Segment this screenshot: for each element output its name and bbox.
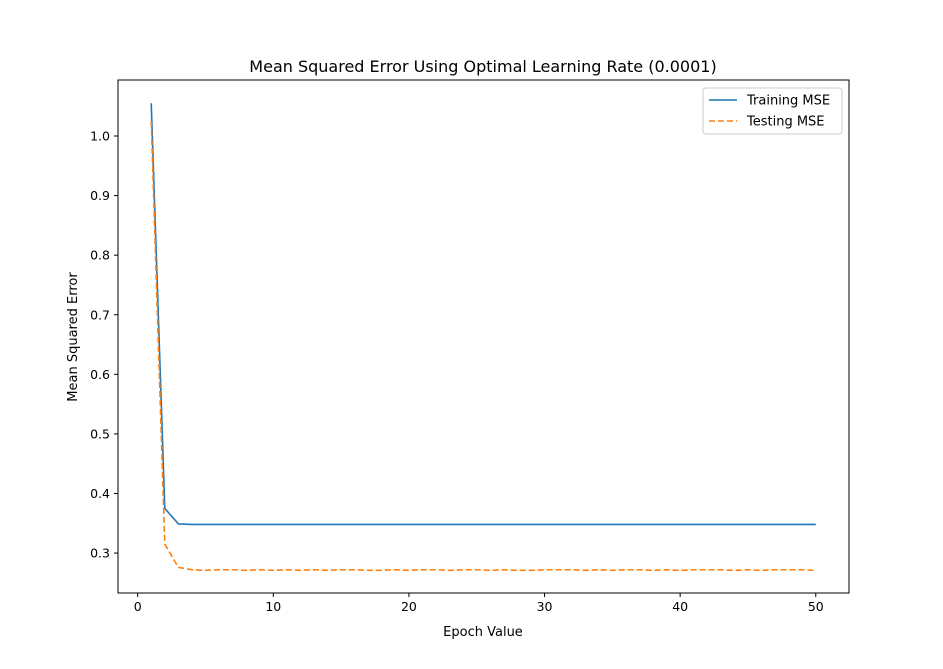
legend-box [702, 87, 843, 135]
x-axis: 0 10 20 30 40 50 [134, 593, 824, 614]
y-tick-label: 0.9 [90, 188, 110, 203]
plot-area [150, 103, 816, 572]
legend: Training MSE Testing MSE [702, 87, 843, 135]
x-tick-label: 40 [672, 599, 688, 614]
x-tick-label: 50 [808, 599, 824, 614]
y-tick-label: 0.8 [90, 248, 110, 263]
x-tick-label: 30 [537, 599, 553, 614]
x-axis-label: Epoch Value [443, 625, 523, 640]
legend-label-testing: Testing MSE [746, 115, 825, 130]
y-tick-label: 0.3 [90, 546, 110, 561]
x-tick-label: 0 [134, 599, 142, 614]
series-line-testing [150, 121, 816, 572]
x-tick-label: 10 [265, 599, 281, 614]
x-tick-label: 20 [401, 599, 417, 614]
y-tick-label: 0.7 [90, 307, 110, 322]
y-axis: 0.3 0.4 0.5 0.6 0.7 0.8 0.9 1.0 [90, 129, 118, 561]
y-tick-label: 0.6 [90, 367, 110, 382]
series-line-training [150, 103, 816, 526]
chart-title: Mean Squared Error Using Optimal Learnin… [249, 57, 716, 76]
y-tick-label: 1.0 [90, 129, 110, 144]
y-tick-label: 0.5 [90, 426, 110, 441]
y-tick-label: 0.4 [90, 486, 110, 501]
axes-frame [117, 79, 850, 594]
y-axis-label: Mean Squared Error [66, 272, 81, 402]
legend-label-training: Training MSE [746, 94, 830, 109]
